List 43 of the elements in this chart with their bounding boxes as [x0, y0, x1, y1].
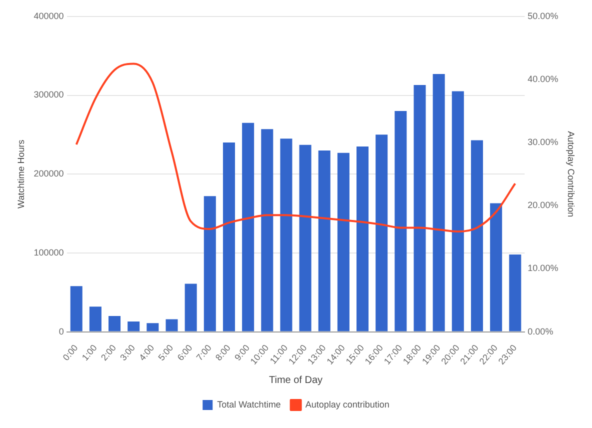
legend-label: Total Watchtime	[217, 399, 281, 410]
y-axis-title: Watchtime Hours	[16, 139, 26, 208]
bar	[146, 323, 159, 332]
bar	[128, 322, 140, 332]
legend-label: Autoplay contribution	[305, 399, 390, 410]
y2-tick-label: 40.00%	[528, 74, 558, 84]
bar	[394, 111, 407, 332]
bar	[184, 284, 197, 332]
bar	[356, 146, 369, 332]
bar	[108, 316, 121, 332]
bar	[204, 196, 216, 332]
bar	[509, 254, 522, 332]
bar	[70, 286, 82, 332]
y2-tick-label: 50.00%	[528, 10, 558, 21]
y2-tick-label: 10.00%	[528, 263, 558, 274]
bar	[242, 122, 254, 332]
x-axis-title: Time of Day	[268, 374, 323, 386]
bar	[299, 144, 312, 332]
bar	[452, 91, 464, 332]
y-tick-label: 100000	[34, 247, 64, 258]
bar	[89, 306, 102, 332]
x-tick-label: 7:00	[194, 342, 214, 363]
y-tick-label: 400000	[34, 10, 64, 21]
bar	[432, 74, 445, 332]
y2-tick-label: 20.00%	[528, 200, 558, 210]
y-tick-label: 0	[58, 326, 64, 336]
bar	[490, 203, 502, 332]
y-tick-label: 200000	[34, 168, 64, 179]
y2-tick-label: 0.00%	[528, 326, 554, 336]
y-tick-label: 300000	[34, 90, 64, 100]
bar	[337, 152, 350, 332]
bar	[318, 150, 330, 332]
y2-axis-title: Autoplay Contribution	[566, 131, 576, 218]
bar	[414, 85, 426, 332]
bar	[376, 134, 388, 332]
bar	[280, 138, 292, 332]
bar	[470, 140, 483, 332]
bar	[261, 129, 274, 332]
line-series	[75, 62, 516, 233]
bar	[222, 142, 235, 332]
x-tick-label: 6:00	[175, 342, 194, 363]
y2-tick-label: 30.00%	[528, 137, 558, 148]
bar	[166, 319, 178, 332]
